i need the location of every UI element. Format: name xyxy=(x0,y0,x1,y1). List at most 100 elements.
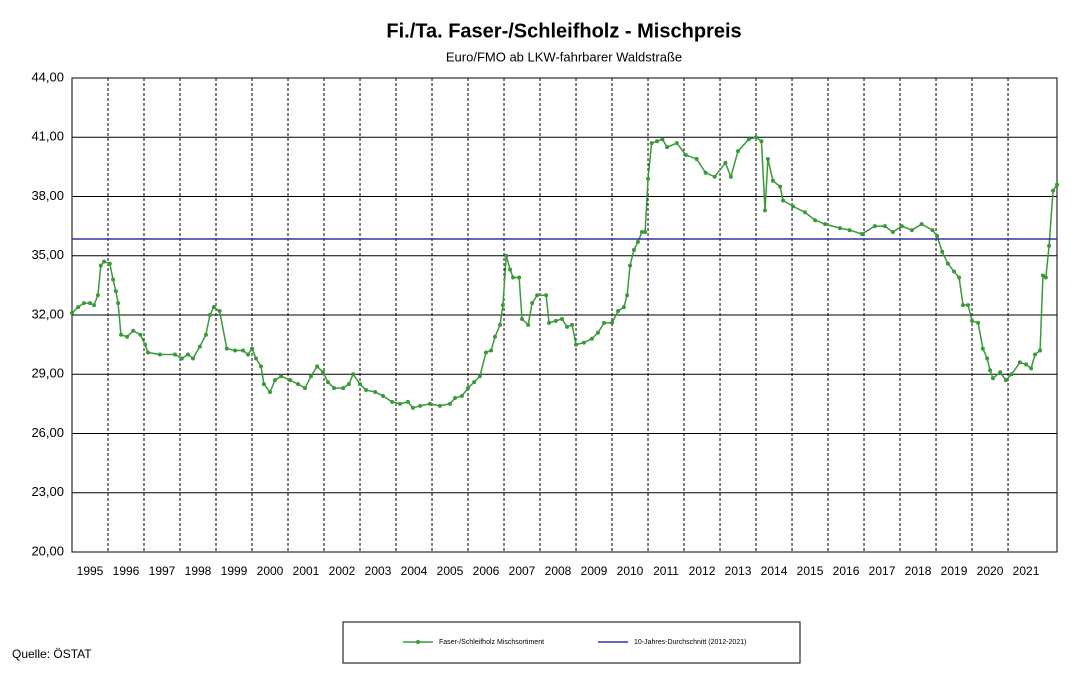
point-marker xyxy=(410,405,415,410)
point-marker xyxy=(957,275,962,280)
point-marker xyxy=(859,232,864,237)
series-line xyxy=(71,136,1058,409)
point-marker xyxy=(998,370,1003,375)
point-marker xyxy=(625,293,630,298)
x-tick-label: 2015 xyxy=(797,564,824,578)
point-marker xyxy=(157,352,162,357)
point-marker xyxy=(961,303,966,308)
x-tick-label: 2018 xyxy=(905,564,932,578)
y-tick-label: 38,00 xyxy=(31,188,64,203)
point-marker xyxy=(1029,366,1034,371)
point-marker xyxy=(484,350,489,355)
point-marker xyxy=(544,293,549,298)
point-marker xyxy=(940,249,945,254)
x-tick-label: 2019 xyxy=(941,564,968,578)
point-marker xyxy=(131,328,136,333)
point-marker xyxy=(872,224,877,229)
point-marker xyxy=(646,176,651,181)
x-tick-label: 2017 xyxy=(869,564,896,578)
point-marker xyxy=(246,352,251,357)
point-marker xyxy=(1040,273,1045,278)
x-tick-label: 2007 xyxy=(509,564,536,578)
point-marker xyxy=(253,356,258,361)
y-tick-label: 32,00 xyxy=(31,306,64,321)
point-marker xyxy=(1055,182,1059,187)
point-marker xyxy=(847,228,852,233)
point-marker xyxy=(988,368,993,373)
point-marker xyxy=(660,137,665,142)
point-marker xyxy=(553,318,558,323)
point-marker xyxy=(930,228,935,233)
point-marker xyxy=(466,386,471,391)
point-marker xyxy=(320,370,325,375)
point-marker xyxy=(781,198,786,203)
point-marker xyxy=(325,380,330,385)
point-marker xyxy=(113,289,118,294)
y-tick-label: 35,00 xyxy=(31,247,64,262)
point-marker xyxy=(621,305,626,310)
point-marker xyxy=(935,234,940,238)
point-marker xyxy=(547,320,552,325)
point-marker xyxy=(763,208,768,213)
point-marker xyxy=(882,224,887,229)
point-marker xyxy=(610,320,615,325)
point-marker xyxy=(602,320,607,325)
point-marker xyxy=(1017,360,1022,365)
point-marker xyxy=(535,293,540,298)
point-marker xyxy=(581,340,586,345)
y-tick-label: 20,00 xyxy=(31,543,64,558)
point-marker xyxy=(970,318,975,323)
point-marker xyxy=(765,156,770,161)
point-marker xyxy=(723,160,728,165)
point-marker xyxy=(309,374,314,379)
point-marker xyxy=(91,303,96,308)
point-marker xyxy=(683,153,688,158)
x-tick-label: 2000 xyxy=(257,564,284,578)
x-tick-label: 2020 xyxy=(977,564,1004,578)
point-marker xyxy=(118,332,123,337)
point-marker xyxy=(508,267,513,272)
point-marker xyxy=(526,322,531,327)
point-marker xyxy=(890,230,895,235)
point-marker xyxy=(76,305,81,310)
x-tick-label: 2004 xyxy=(401,564,428,578)
point-marker xyxy=(493,334,498,339)
point-marker xyxy=(70,311,74,316)
point-marker xyxy=(504,253,509,258)
point-marker xyxy=(172,352,177,357)
point-marker xyxy=(273,378,278,383)
point-marker xyxy=(1003,378,1008,383)
point-marker xyxy=(233,348,238,353)
point-marker xyxy=(778,184,783,189)
y-tick-label: 26,00 xyxy=(31,425,64,440)
point-marker xyxy=(728,174,733,179)
point-marker xyxy=(107,261,112,266)
chart-subtitle: Euro/FMO ab LKW-fahrbarer Waldstraße xyxy=(446,49,682,64)
point-marker xyxy=(332,386,337,391)
point-marker xyxy=(837,226,842,231)
point-marker xyxy=(976,320,981,325)
point-marker xyxy=(364,388,369,393)
point-marker xyxy=(390,399,395,404)
point-marker xyxy=(261,382,266,387)
point-marker xyxy=(351,372,356,377)
y-tick-label: 44,00 xyxy=(31,69,64,84)
point-marker xyxy=(358,382,363,387)
point-marker xyxy=(517,275,522,280)
point-marker xyxy=(279,374,284,379)
point-marker xyxy=(736,149,741,154)
x-tick-label: 2009 xyxy=(581,564,608,578)
x-tick-label: 2006 xyxy=(473,564,500,578)
x-tick-label: 1998 xyxy=(185,564,212,578)
point-marker xyxy=(980,346,985,351)
point-marker xyxy=(520,316,525,321)
point-marker xyxy=(185,352,190,357)
x-tick-label: 2012 xyxy=(689,564,716,578)
x-tick-label: 2002 xyxy=(329,564,356,578)
point-marker xyxy=(190,356,195,361)
point-marker xyxy=(373,390,378,395)
point-marker xyxy=(570,322,575,327)
point-marker xyxy=(530,301,535,306)
point-marker xyxy=(1047,243,1052,248)
